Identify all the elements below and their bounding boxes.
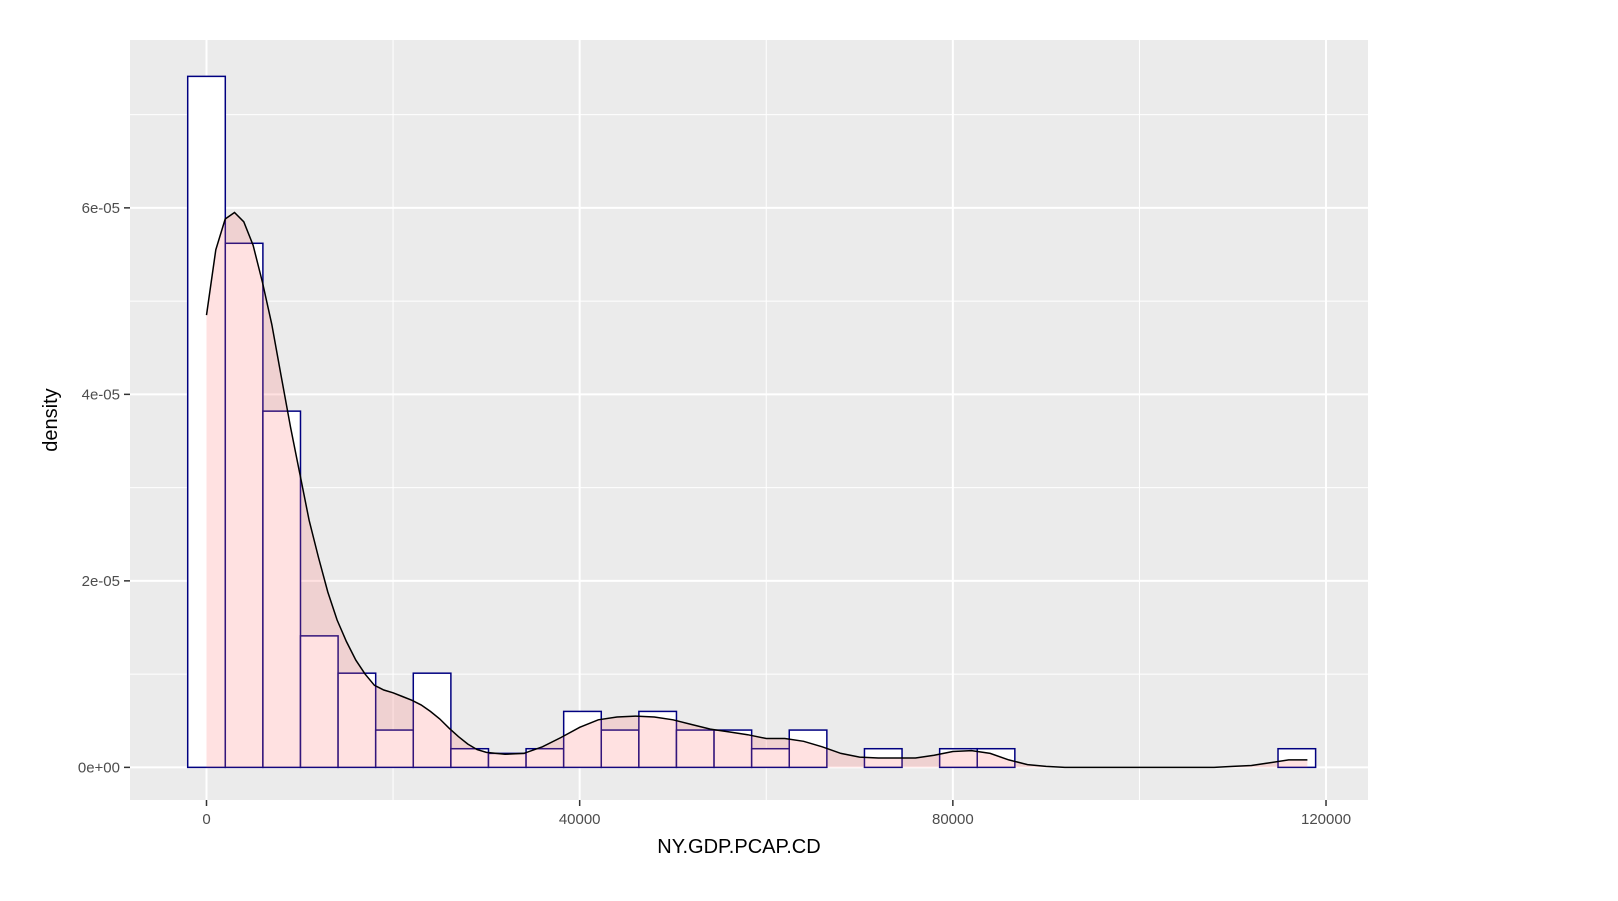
- minor-gridlines: [130, 40, 1368, 800]
- y-tick-label: 2e-05: [82, 573, 120, 590]
- y-axis: 0e+00 2e-05 4e-05 6e-05: [78, 200, 130, 776]
- x-tick-label: 120000: [1301, 811, 1351, 828]
- histogram-bar: [299, 635, 339, 769]
- histogram-bar: [337, 672, 377, 769]
- x-tick-label: 40000: [559, 811, 601, 828]
- histogram-bar: [1277, 747, 1317, 769]
- y-tick-label: 0e+00: [78, 759, 120, 776]
- histogram-bars: [186, 75, 1317, 769]
- x-tick-label: 80000: [932, 811, 974, 828]
- histogram-bar: [412, 672, 452, 769]
- y-tick-label: 4e-05: [82, 386, 120, 403]
- histogram-bar: [262, 410, 302, 769]
- y-tick-label: 6e-05: [82, 200, 120, 217]
- x-axis: 0 40000 80000 120000: [202, 800, 1351, 828]
- x-axis-title: NY.GDP.PCAP.CD: [657, 836, 820, 858]
- density-area: [206, 212, 1308, 768]
- x-tick-label: 0: [202, 811, 210, 828]
- density-line: [205, 211, 1308, 769]
- histogram-bar: [788, 729, 828, 769]
- y-axis-title: density: [40, 388, 62, 451]
- histogram-bar: [713, 729, 753, 769]
- histogram-bar: [374, 729, 415, 769]
